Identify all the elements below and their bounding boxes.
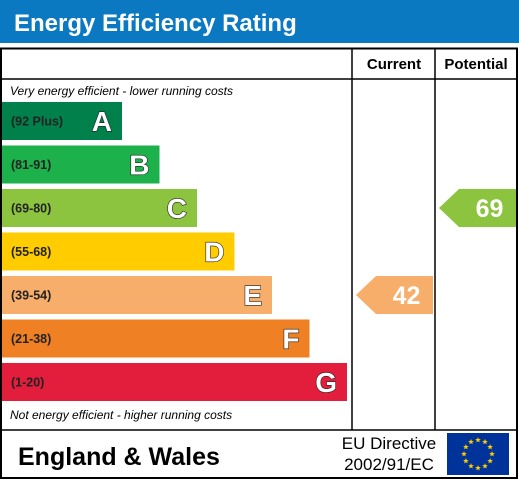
- eu-star-icon: [468, 438, 474, 445]
- band-f: (21-38) F: [2, 319, 310, 358]
- potential-rating: 69: [439, 189, 516, 227]
- current-rating: 42: [356, 276, 433, 314]
- band-letter: B: [129, 150, 149, 181]
- eu-star-icon: [487, 444, 493, 450]
- band-bar: [2, 102, 122, 140]
- band-letter: C: [167, 193, 187, 224]
- band-letter: D: [204, 237, 224, 268]
- band-bar: [2, 319, 310, 358]
- band-bar: [2, 363, 347, 401]
- rating-bands: (92 Plus) A (81-91) B (69-80) C (55-68) D (39-54…: [2, 102, 347, 401]
- eu-star-icon: [482, 438, 488, 445]
- eu-star-icon: [482, 463, 488, 469]
- band-c: (69-80) C: [2, 189, 197, 227]
- band-range-label: (39-54): [11, 289, 51, 303]
- band-bar: [2, 145, 160, 184]
- chart-title: Energy Efficiency Rating: [14, 10, 297, 37]
- eu-star-icon: [463, 458, 469, 464]
- eu-star-icon: [461, 451, 467, 457]
- band-range-label: (55-68): [11, 245, 51, 259]
- band-range-label: (1-20): [11, 376, 44, 390]
- band-letter: G: [315, 367, 337, 398]
- header-bar: [0, 0, 519, 43]
- eu-star-icon: [468, 463, 474, 469]
- rating-pointers: 42 69: [356, 189, 516, 314]
- directive-line-1: EU Directive: [342, 434, 436, 453]
- band-letter: F: [282, 324, 299, 355]
- chart-frame: [0, 47, 518, 479]
- potential-column-header: Potential: [444, 56, 507, 73]
- current-column-header: Current: [367, 56, 421, 73]
- band-d: (55-68) D: [2, 232, 235, 271]
- eu-star-icon: [475, 437, 481, 443]
- band-a: (92 Plus) A: [2, 102, 122, 140]
- band-b: (81-91) B: [2, 145, 160, 184]
- region-label: England & Wales: [18, 443, 220, 471]
- potential-rating-value: 69: [476, 195, 504, 223]
- directive-line-2: 2002/91/EC: [344, 455, 434, 474]
- band-g: (1-20) G: [2, 363, 347, 401]
- eu-star-icon: [487, 458, 493, 464]
- band-bar: [2, 232, 235, 271]
- eu-star-icon: [475, 465, 481, 471]
- band-range-label: (92 Plus): [11, 115, 63, 129]
- potential-rating-arrow: [439, 189, 516, 227]
- band-range-label: (81-91): [11, 158, 51, 172]
- band-letter: A: [92, 106, 112, 137]
- eu-star-icon: [463, 444, 469, 450]
- band-bar: [2, 276, 272, 314]
- top-note: Very energy efficient - lower running co…: [10, 84, 233, 98]
- eu-flag-icon: [447, 433, 509, 475]
- current-rating-value: 42: [393, 282, 421, 310]
- current-rating-arrow: [356, 276, 433, 314]
- band-range-label: (21-38): [11, 332, 51, 346]
- band-bar: [2, 189, 197, 227]
- eu-star-icon: [489, 451, 495, 457]
- band-e: (39-54) E: [2, 276, 272, 314]
- band-letter: E: [243, 280, 262, 311]
- bottom-note: Not energy efficient - higher running co…: [10, 408, 232, 422]
- band-range-label: (69-80): [11, 202, 51, 216]
